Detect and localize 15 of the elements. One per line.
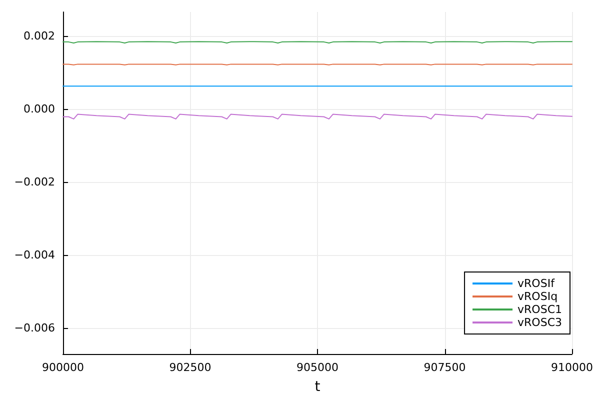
legend-label: vROSIq (518, 290, 558, 303)
x-tick-label: 900000 (42, 361, 84, 374)
legend-label: vROSC1 (518, 303, 562, 316)
x-axis-title: t (314, 379, 321, 395)
y-tick-label: −0.002 (14, 176, 55, 189)
y-tick-label: 0.002 (24, 30, 55, 43)
x-tick-label: 910000 (551, 361, 593, 374)
x-tick-label: 905000 (296, 361, 338, 374)
x-tick-label: 907500 (424, 361, 466, 374)
x-tick-label: 902500 (169, 361, 212, 374)
legend-label: vROSC3 (518, 316, 562, 329)
legend-label: vROSIf (518, 277, 556, 290)
y-tick-label: −0.006 (14, 322, 55, 335)
y-tick-label: −0.004 (14, 248, 55, 262)
y-tick-label: 0.000 (24, 102, 55, 116)
